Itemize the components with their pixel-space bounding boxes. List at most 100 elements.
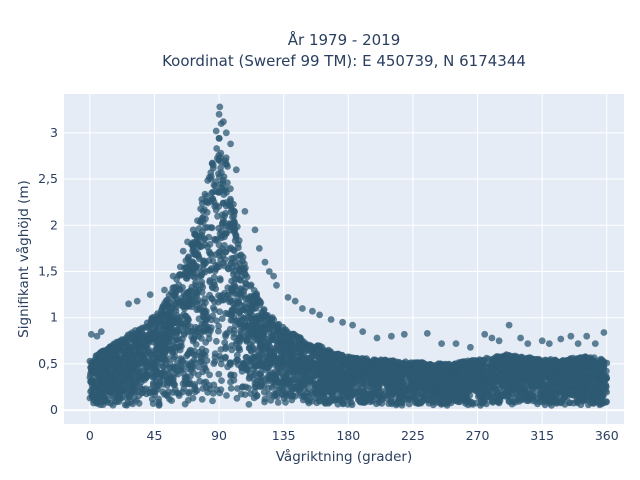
- data-point: [220, 218, 228, 226]
- data-point: [221, 230, 229, 238]
- data-point: [170, 297, 178, 304]
- data-point: [211, 281, 219, 289]
- data-point: [329, 387, 337, 395]
- data-point: [247, 282, 255, 290]
- data-point: [155, 398, 163, 406]
- data-point: [139, 351, 147, 359]
- data-point: [238, 367, 246, 375]
- data-point: [441, 369, 449, 376]
- data-point: [189, 269, 197, 277]
- data-point: [326, 360, 334, 367]
- data-point: [229, 308, 236, 316]
- data-point: [328, 382, 335, 389]
- data-point: [367, 396, 374, 404]
- data-point: [424, 396, 432, 404]
- data-point: [189, 246, 197, 253]
- data-point: [185, 388, 193, 396]
- data-point: [220, 173, 228, 181]
- data-point: [304, 355, 312, 363]
- data-point: [161, 299, 169, 307]
- data-point: [339, 391, 346, 399]
- data-point: [200, 261, 208, 268]
- data-point: [246, 309, 254, 316]
- data-point: [215, 134, 223, 142]
- data-point: [233, 253, 240, 261]
- data-point: [246, 302, 253, 309]
- data-point: [195, 363, 203, 371]
- data-point: [261, 398, 268, 406]
- data-point: [363, 376, 371, 384]
- data-point: [198, 242, 205, 250]
- data-point: [193, 301, 201, 308]
- data-point: [219, 245, 226, 253]
- data-point: [127, 372, 135, 380]
- data-point: [509, 390, 517, 398]
- data-point: [228, 346, 236, 354]
- data-point: [171, 381, 179, 389]
- data-point: [199, 298, 206, 306]
- data-point: [118, 336, 126, 343]
- data-point: [497, 353, 505, 361]
- data-point: [304, 380, 312, 387]
- data-point: [345, 370, 352, 377]
- data-point: [217, 256, 225, 264]
- data-point: [551, 356, 559, 364]
- data-point: [123, 401, 131, 409]
- data-point: [510, 380, 518, 388]
- data-point: [114, 394, 122, 401]
- data-point: [129, 363, 137, 370]
- data-point: [257, 299, 265, 307]
- data-point: [210, 381, 218, 389]
- data-point: [164, 313, 172, 320]
- data-point: [479, 398, 487, 406]
- data-point: [265, 390, 273, 398]
- data-point: [184, 269, 192, 277]
- data-point: [200, 379, 208, 387]
- data-point: [184, 351, 192, 358]
- data-point: [233, 275, 241, 283]
- data-point: [204, 224, 211, 231]
- data-point: [202, 320, 209, 328]
- data-point: [456, 375, 464, 383]
- data-point: [234, 385, 241, 392]
- data-point: [165, 388, 173, 396]
- data-point: [434, 379, 442, 386]
- data-point: [217, 346, 225, 353]
- data-point: [341, 374, 349, 382]
- data-point: [160, 344, 168, 352]
- data-point: [224, 201, 232, 209]
- data-point: [286, 336, 293, 343]
- data-point: [296, 334, 304, 342]
- data-point: [387, 398, 395, 405]
- data-point: [215, 151, 223, 159]
- data-point: [241, 361, 249, 368]
- data-point: [258, 360, 266, 368]
- data-point: [330, 397, 338, 404]
- data-point: [145, 346, 153, 353]
- data-point: [194, 251, 201, 259]
- data-point: [528, 355, 536, 363]
- data-point: [293, 371, 301, 379]
- data-point: [235, 344, 243, 352]
- data-point: [230, 247, 238, 255]
- data-point: [133, 397, 140, 404]
- data-point: [240, 315, 248, 322]
- data-point: [421, 387, 429, 394]
- data-point: [181, 305, 188, 313]
- data-point: [156, 355, 164, 363]
- data-point: [245, 401, 253, 408]
- data-point: [453, 391, 461, 398]
- data-point: [564, 388, 572, 396]
- data-point: [202, 339, 210, 346]
- data-point: [119, 387, 127, 394]
- data-point: [218, 377, 225, 384]
- data-point: [149, 400, 157, 407]
- data-point: [222, 332, 230, 340]
- data-point: [129, 346, 137, 354]
- data-point: [217, 164, 225, 172]
- data-point: [289, 357, 297, 365]
- data-point: [301, 393, 308, 400]
- data-point: [140, 386, 148, 394]
- data-point: [108, 375, 115, 383]
- data-point: [191, 383, 199, 391]
